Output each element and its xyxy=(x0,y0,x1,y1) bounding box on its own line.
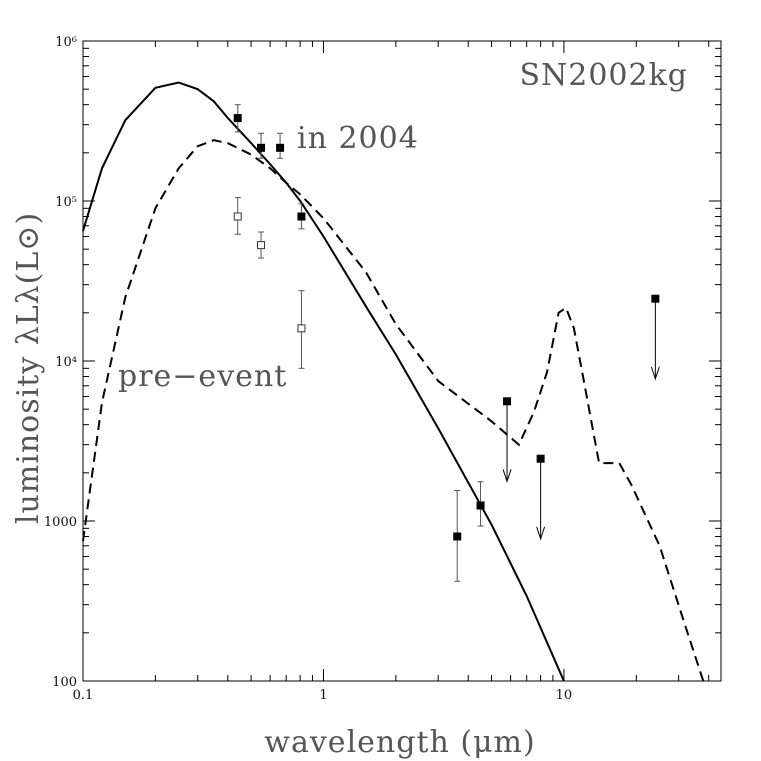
data-markers xyxy=(233,104,660,582)
y-tick-label: 10⁵ xyxy=(55,195,77,210)
tick-labels: 0.1 1 10 100 1000 10⁴ 10⁵ 10⁶ xyxy=(44,35,572,703)
upper-limit-point xyxy=(651,294,660,303)
y-tick-label: 10⁶ xyxy=(55,35,77,50)
y-tick-label: 1000 xyxy=(44,515,77,530)
upper-limit-arrowhead xyxy=(536,526,546,541)
annotation-in-2004: in 2004 xyxy=(297,121,419,156)
y-tick-label: 10⁴ xyxy=(55,355,77,370)
point-2004 xyxy=(453,532,462,541)
point-2004 xyxy=(276,143,285,152)
upper-limit-point xyxy=(503,397,512,406)
upper-limit-point xyxy=(536,454,545,463)
point-pre-event xyxy=(297,324,306,333)
point-2004 xyxy=(476,501,485,510)
x-tick-label: 10 xyxy=(556,688,573,703)
point-2004 xyxy=(233,114,242,123)
point-pre-event xyxy=(233,212,242,221)
point-pre-event xyxy=(257,241,266,250)
y-tick-label: 100 xyxy=(52,675,77,690)
point-2004 xyxy=(257,143,266,152)
pre-event-curve xyxy=(82,139,705,682)
chart-title: SN2002kg xyxy=(519,58,688,93)
y-axis-title: luminosity λLλ(L⊙) xyxy=(11,212,46,524)
x-axis-title: wavelength (μm) xyxy=(264,725,535,760)
x-tick-label: 1 xyxy=(319,688,327,703)
model-curves xyxy=(82,81,705,682)
axis-ticks xyxy=(82,40,721,682)
point-2004 xyxy=(297,212,306,221)
annotation-pre-event: pre−event xyxy=(118,359,287,394)
upper-limit-arrowhead xyxy=(502,469,512,483)
x-tick-label: 0.1 xyxy=(73,688,94,703)
upper-limit-arrowhead xyxy=(650,366,660,381)
curve-2004 xyxy=(82,81,565,682)
